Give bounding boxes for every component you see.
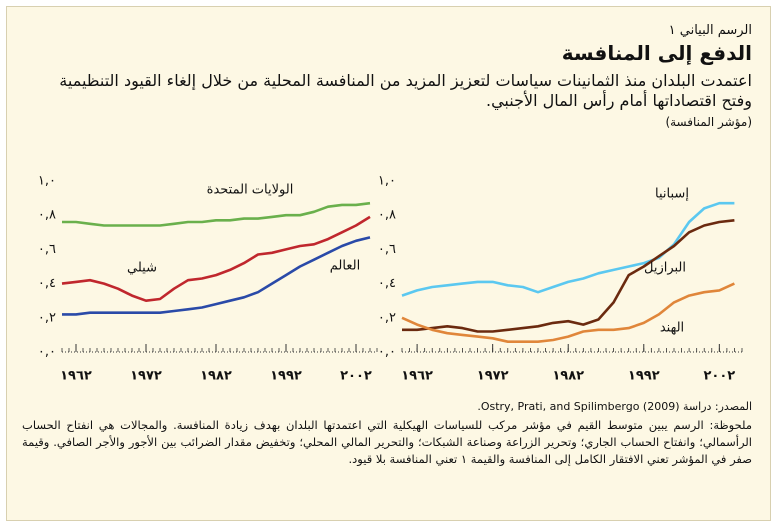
series-label: إسبانيا bbox=[655, 187, 689, 202]
charts: ٠,٠ ٠,٢ ٠,٤ ٠,٦ ٠,٨ ١,٠ ١٩٦٢ ١٩٧٢ ١٩٨٢ ١٩٩٢ ٢٠٠٢ إس… bbox=[38, 174, 743, 384]
line-series bbox=[401, 201, 735, 297]
line-series bbox=[61, 215, 371, 302]
x-tick-label: ١٩٦٢ bbox=[60, 369, 92, 384]
line-series bbox=[401, 282, 735, 343]
x-tick-label: ٢٠٠٢ bbox=[703, 369, 735, 384]
x-tick-label: ١٩٧٢ bbox=[130, 369, 162, 384]
y-tick-label: ١,٠ bbox=[378, 174, 396, 189]
x-tick-label: ١٩٨٢ bbox=[200, 369, 232, 384]
line-series bbox=[62, 201, 371, 227]
subtitle: اعتمدت البلدان منذ الثمانينات سياسات لتع… bbox=[59, 71, 752, 110]
figure-label: الرسم البياني ١ bbox=[668, 23, 752, 38]
y-tick-label: ٠,٤ bbox=[38, 276, 56, 291]
series-label: الهند bbox=[660, 321, 684, 336]
y-tick-label: ١,٠ bbox=[38, 174, 56, 189]
x-tick-label: ١٩٩٢ bbox=[270, 369, 302, 384]
series-label: البرازيل bbox=[644, 261, 686, 276]
line-series bbox=[62, 236, 371, 316]
source: المصدر: دراسة (2009) Ostry, Prati, and S… bbox=[477, 400, 752, 413]
y-axis-label: (مؤشر المنافسة) bbox=[665, 115, 752, 129]
y-tick-label: ٠,٠ bbox=[378, 345, 396, 360]
title: الدفع إلى المنافسة bbox=[561, 41, 752, 65]
series-label: العالم bbox=[330, 259, 360, 274]
x-tick-label: ٢٠٠٢ bbox=[340, 369, 372, 384]
series-label: شيلي bbox=[127, 261, 157, 276]
y-tick-label: ٠,٦ bbox=[378, 242, 396, 257]
x-tick-label: ١٩٩٢ bbox=[628, 369, 660, 384]
x-tick-label: ١٩٦٢ bbox=[401, 369, 433, 384]
x-tick-label: ١٩٧٢ bbox=[477, 369, 509, 384]
x-tick-label: ١٩٨٢ bbox=[552, 369, 584, 384]
note: ملحوظة: الرسم يبين متوسط القيم في مؤشر م… bbox=[22, 418, 752, 466]
line-series bbox=[402, 219, 735, 333]
series-label: الولايات المتحدة bbox=[207, 183, 294, 198]
y-tick-label: ٠,٦ bbox=[38, 242, 56, 257]
y-tick-label: ٠,٢ bbox=[38, 310, 56, 325]
y-tick-label: ٠,٢ bbox=[378, 310, 396, 325]
y-tick-label: ٠,٨ bbox=[38, 208, 56, 223]
y-tick-label: ٠,٨ bbox=[378, 208, 396, 223]
y-tick-label: ٠,٠ bbox=[38, 345, 56, 360]
y-tick-label: ٠,٤ bbox=[378, 276, 396, 291]
